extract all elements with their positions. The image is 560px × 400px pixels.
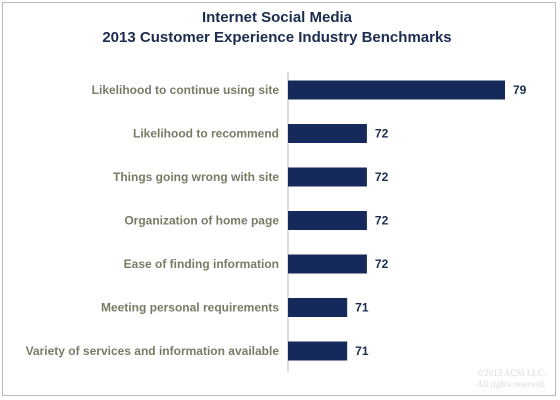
value-label: 79 xyxy=(513,83,527,97)
bar xyxy=(288,254,367,274)
value-label: 72 xyxy=(375,170,389,184)
bar xyxy=(288,211,367,230)
value-label: 72 xyxy=(375,214,389,228)
category-label: Organization of home page xyxy=(124,214,279,228)
bar xyxy=(288,80,505,100)
copyright-notice: ©2013 ACSI LLC. All rights reserved. xyxy=(477,368,546,390)
category-label: Ease of finding information xyxy=(124,257,279,271)
category-label: Likelihood to recommend xyxy=(133,127,279,141)
chart-subtitle: 2013 Customer Experience Industry Benchm… xyxy=(102,29,452,46)
category-label: Meeting personal requirements xyxy=(101,301,279,315)
copyright-line-2: All rights reserved. xyxy=(476,379,546,389)
copyright-line-1: ©2013 ACSI LLC. xyxy=(477,368,546,378)
value-label: 71 xyxy=(355,301,369,315)
bar xyxy=(288,124,367,143)
bar xyxy=(288,167,367,187)
chart-title: Internet Social Media xyxy=(201,9,353,26)
value-label: 72 xyxy=(375,257,389,271)
category-label: Variety of services and information avai… xyxy=(26,344,280,358)
bar xyxy=(288,298,348,317)
category-label: Likelihood to continue using site xyxy=(92,83,280,97)
bar xyxy=(288,341,348,361)
chart-title-block: Internet Social Media 2013 Customer Expe… xyxy=(0,8,554,48)
category-label: Things going wrong with site xyxy=(113,170,279,184)
chart-frame xyxy=(2,2,556,396)
value-label: 71 xyxy=(355,344,369,358)
value-label: 72 xyxy=(375,127,389,141)
